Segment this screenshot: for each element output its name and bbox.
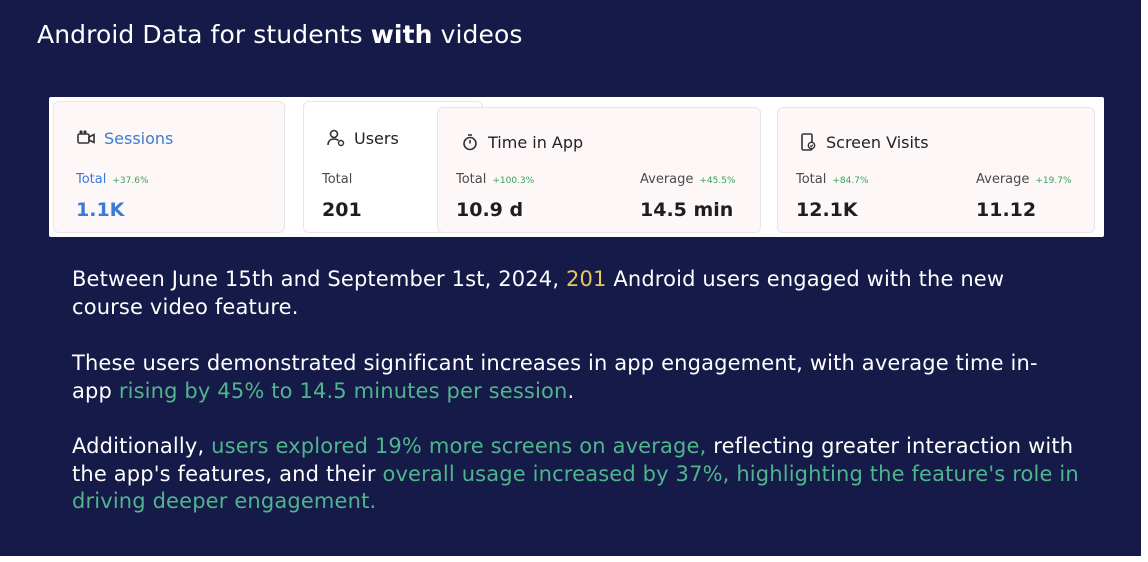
user-gear-icon [327,129,345,147]
screen-visits-average-label: Average [976,172,1030,187]
screen-visits-total-change: +84.7% [832,176,869,186]
screen-visits-total-value: 12.1K [796,199,858,221]
sessions-label: Sessions [104,128,174,148]
screen-visits-average-stat: Average +19.7% 11.12 [976,168,1072,221]
screen-visits-total-stat: Total +84.7% 12.1K [796,168,869,221]
phone-screen-icon [801,133,816,151]
time-in-app-card[interactable]: Time in App Total +100.3% 10.9 d Average +… [437,107,761,233]
title-text: Android Data for students [37,20,371,49]
p3-highlight-screens: users explored 19% more screens on avera… [211,434,707,458]
p2-highlight: rising by 45% to 14.5 minutes per sessio… [118,378,568,403]
time-in-app-total-change: +100.3% [492,176,535,186]
sessions-header: Sessions [76,128,173,148]
summary-paragraph-2: These users demonstrated significant inc… [72,350,1062,405]
time-in-app-average-change: +45.5% [699,176,736,186]
screen-visits-label: Screen Visits [826,132,929,152]
p3-highlight-usage: overall usage increased by 37%, highligh… [72,461,1079,514]
page-title: Android Data for students with videos [37,20,523,49]
users-total-value: 201 [322,199,362,221]
time-in-app-average-value: 14.5 min [640,199,734,221]
sessions-total-value: 1.1K [76,199,125,221]
video-camera-icon [77,130,95,144]
time-in-app-average-label: Average [640,172,694,187]
users-header: Users [326,128,399,148]
p3-text-a: Additionally, [72,434,212,458]
time-in-app-total-value: 10.9 d [456,199,524,221]
sessions-card[interactable]: Sessions Total +37.6% 1.1K [53,101,285,233]
sessions-total-change: +37.6% [112,176,149,186]
stopwatch-icon [463,134,477,151]
sessions-total-label: Total [76,172,107,187]
summary-paragraph-3: Additionally, users explored 19% more sc… [72,433,1092,516]
p1-text-a: Between June 15th and September 1st, 202… [72,267,566,291]
title-text-end: videos [432,20,523,49]
screen-visits-card[interactable]: Screen Visits Total +84.7% 12.1K Average +… [777,107,1095,233]
time-in-app-total-stat: Total +100.3% 10.9 d [456,168,534,221]
screen-visits-total-label: Total [796,172,827,187]
summary-paragraph-1: Between June 15th and September 1st, 202… [72,266,1062,321]
p3-text-b: reflecting greater interaction with the … [72,434,1074,486]
users-label: Users [354,128,399,148]
p2-text-a: These users demonstrated significant inc… [72,351,1038,403]
time-in-app-label: Time in App [488,132,584,152]
time-in-app-header: Time in App [460,132,583,152]
time-in-app-total-label: Total [456,172,487,187]
sessions-total-stat: Total +37.6% 1.1K [76,168,149,221]
screen-visits-header: Screen Visits [798,132,929,152]
time-in-app-average-stat: Average +45.5% 14.5 min [640,168,736,221]
screen-visits-average-value: 11.12 [976,199,1037,221]
title-emphasis: with [370,20,433,49]
screen-visits-average-change: +19.7% [1035,176,1072,186]
users-total-label: Total [322,172,353,187]
stats-panel: Sessions Total +37.6% 1.1K Users Total 20… [49,97,1104,237]
p1-text-b: Android users engaged with the new cours… [72,267,1005,319]
p1-highlight-users: 201 [565,267,607,291]
users-total-stat: Total 201 [322,168,362,221]
p2-text-b: . [567,378,575,403]
